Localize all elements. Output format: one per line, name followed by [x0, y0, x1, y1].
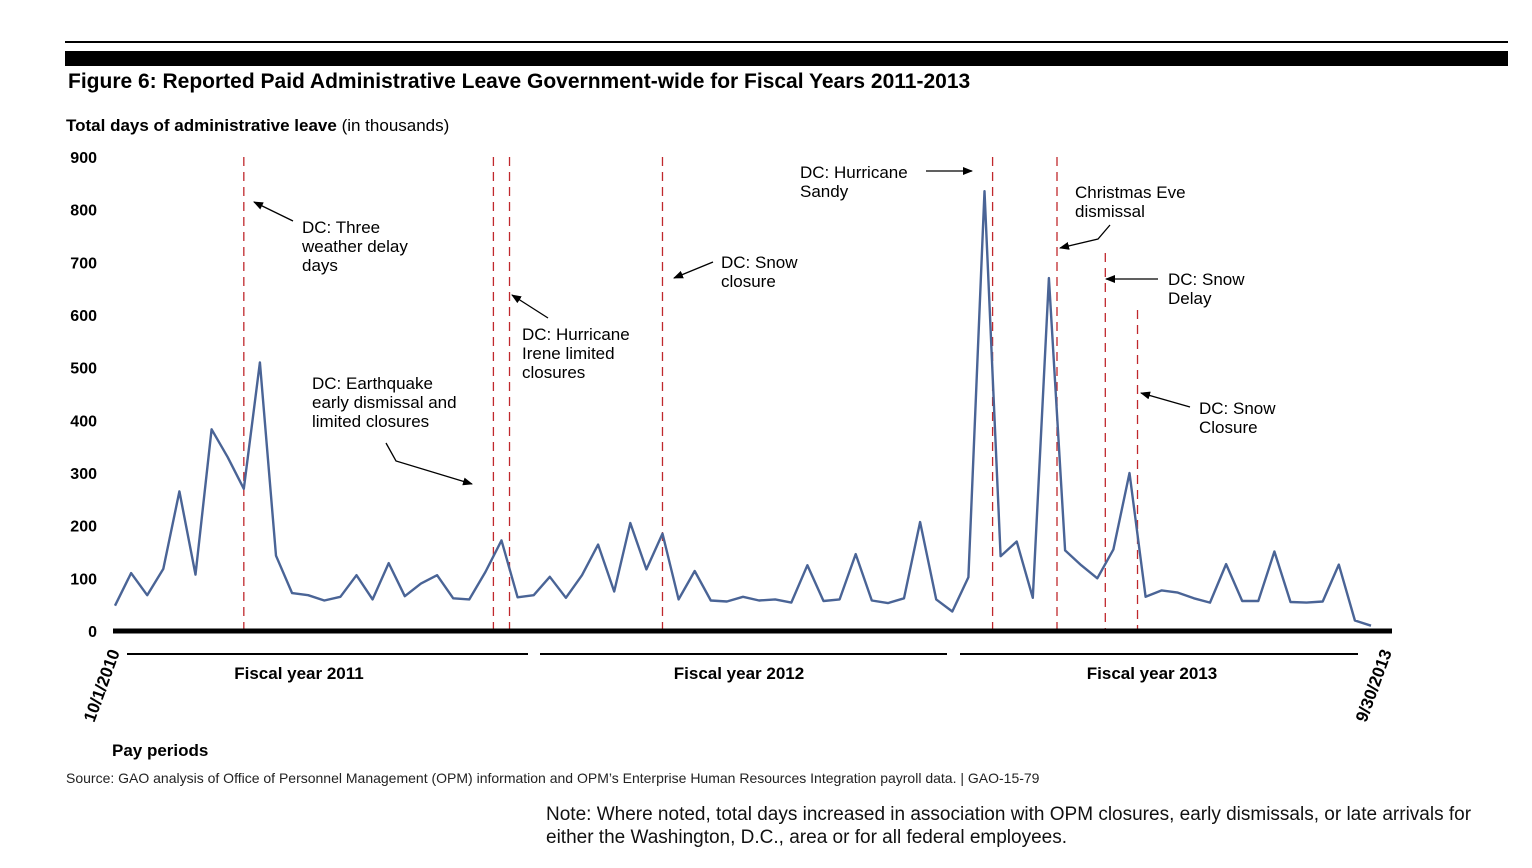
annotation-text-line: DC: Hurricane [800, 163, 908, 182]
annotation-text-line: DC: Earthquake [312, 374, 433, 393]
annotation-arrow [385, 442, 473, 486]
annotation-arrow [253, 201, 294, 222]
annotation-text-line: closure [721, 272, 776, 291]
annotation-arrow [1140, 391, 1191, 408]
y-tick-label: 400 [70, 413, 97, 430]
annotation-text-line: weather delay [301, 237, 408, 256]
y-tick-label: 300 [70, 466, 97, 483]
figure-title: Figure 6: Reported Paid Administrative L… [68, 70, 971, 93]
annotation-snow-closure-2012: DC: Snow closure [673, 253, 798, 291]
annotation-christmas-eve: Christmas Eve dismissal [1059, 183, 1186, 250]
annotation-three-weather-delay: DC: Three weather delay days [253, 201, 408, 275]
annotation-snow-closure-2013: DC: Snow Closure [1140, 391, 1276, 437]
annotation-hurricane-sandy: DC: Hurricane Sandy [800, 163, 973, 201]
annotation-text-line: DC: Three [302, 218, 380, 237]
annotation-text-line: limited closures [312, 412, 429, 431]
fiscal-year-2011-label: Fiscal year 2011 [234, 664, 364, 683]
fiscal-year-2012-label: Fiscal year 2012 [674, 664, 804, 683]
annotation-arrow [511, 294, 549, 319]
y-tick-label: 700 [70, 255, 97, 272]
annotation-arrow [673, 261, 714, 279]
annotation-text-line: dismissal [1075, 202, 1145, 221]
annotation-text-line: Christmas Eve [1075, 183, 1186, 202]
annotation-earthquake: DC: Earthquake early dismissal and limited… [312, 374, 473, 486]
x-end-date-label: 9/30/2013 [1352, 647, 1396, 725]
y-tick-label: 200 [70, 519, 97, 536]
fiscal-year-2013-label: Fiscal year 2013 [1087, 664, 1217, 683]
y-tick-label: 0 [88, 624, 97, 641]
annotation-arrow [1059, 224, 1111, 250]
series-line [113, 190, 1372, 627]
annotation-text-line: early dismissal and [312, 393, 457, 412]
x-start-date-label: 10/1/2010 [80, 647, 124, 725]
annotation-text-line: Delay [1168, 289, 1212, 308]
annotation-text-line: Closure [1199, 418, 1258, 437]
annotation-text-line: Irene limited [522, 344, 615, 363]
event-lines [243, 157, 1139, 631]
source-note: Source: GAO analysis of Office of Person… [66, 770, 1040, 786]
y-tick-label: 500 [70, 361, 97, 378]
annotation-text-line: days [302, 256, 338, 275]
annotation-text-line: closures [522, 363, 585, 382]
annotation-text-line: DC: Snow [721, 253, 798, 272]
annotation-text-line: Sandy [800, 182, 849, 201]
x-axis-label: Pay periods [112, 741, 208, 760]
y-axis-ticks: 0 100 200 300 400 500 600 700 800 900 [70, 150, 97, 641]
y-tick-label: 100 [70, 571, 97, 588]
y-axis-label: Total days of administrative leave (in t… [66, 116, 449, 136]
y-tick-label: 900 [70, 150, 97, 167]
annotation-hurricane-irene: DC: Hurricane Irene limited closures [511, 294, 630, 382]
footnote: Note: Where noted, total days increased … [546, 804, 1472, 848]
top-thick-rule [65, 51, 1508, 66]
y-tick-label: 800 [70, 203, 97, 220]
top-thin-rule [65, 41, 1508, 43]
annotation-snow-delay: DC: Snow Delay [1105, 270, 1245, 308]
y-tick-label: 600 [70, 308, 97, 325]
annotation-text-line: DC: Snow [1199, 399, 1276, 418]
y-axis-label-bold: Total days of administrative leave [66, 116, 337, 135]
annotation-text-line: DC: Snow [1168, 270, 1245, 289]
annotation-text-line: DC: Hurricane [522, 325, 630, 344]
y-axis-label-unit: (in thousands) [336, 116, 450, 135]
